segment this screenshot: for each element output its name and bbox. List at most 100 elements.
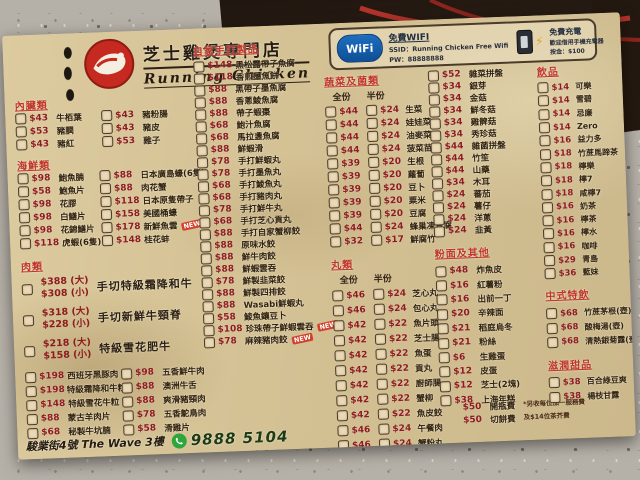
item-checkbox[interactable] [195,120,207,133]
full-portion-checkbox[interactable] [337,425,349,437]
item-checkbox[interactable] [195,108,207,121]
full-portion-checkbox[interactable] [334,350,346,362]
item-checkbox[interactable] [18,199,30,211]
item-checkbox[interactable] [431,165,443,178]
item-checkbox[interactable] [100,195,112,208]
item-checkbox[interactable] [546,322,558,334]
item-checkbox[interactable] [202,312,215,325]
item-checkbox[interactable] [435,265,447,278]
half-portion-checkbox[interactable] [377,408,390,420]
full-portion-checkbox[interactable] [327,158,339,170]
half-portion-checkbox[interactable] [369,195,381,208]
item-checkbox[interactable] [196,144,208,157]
item-checkbox[interactable] [193,60,205,73]
item-checkbox[interactable] [200,252,212,265]
item-checkbox[interactable] [19,225,31,237]
item-checkbox[interactable] [430,129,442,142]
half-portion-checkbox[interactable] [375,363,388,375]
item-checkbox[interactable] [543,254,556,267]
full-portion-checkbox[interactable] [330,236,342,248]
item-checkbox[interactable] [24,371,37,383]
half-portion-checkbox[interactable] [368,156,380,169]
full-portion-checkbox[interactable] [333,320,345,332]
item-checkbox[interactable] [435,280,448,292]
item-checkbox[interactable] [433,213,445,226]
half-portion-checkbox[interactable] [366,104,378,117]
item-checkbox[interactable] [537,82,549,94]
item-checkbox[interactable] [15,113,27,125]
item-checkbox[interactable] [194,84,206,97]
item-checkbox[interactable] [18,212,31,224]
item-checkbox[interactable] [440,395,452,407]
item-checkbox[interactable] [428,93,441,106]
full-portion-checkbox[interactable] [328,184,340,196]
item-checkbox[interactable] [438,337,450,350]
item-checkbox[interactable] [194,96,206,109]
item-checkbox[interactable] [101,122,113,135]
item-checkbox[interactable] [19,238,32,250]
half-portion-checkbox[interactable] [367,130,379,143]
item-checkbox[interactable] [120,367,133,380]
half-portion-checkbox[interactable] [368,169,380,182]
item-checkbox[interactable] [439,366,451,378]
item-checkbox[interactable] [101,109,113,122]
item-checkbox[interactable] [201,264,213,277]
item-checkbox[interactable] [543,241,555,254]
item-checkbox[interactable] [438,352,450,364]
item-checkbox[interactable] [433,225,446,238]
item-checkbox[interactable] [549,391,561,403]
item-checkbox[interactable] [197,168,209,181]
full-portion-checkbox[interactable] [327,171,339,183]
item-checkbox[interactable] [541,188,553,200]
item-checkbox[interactable] [436,294,448,306]
item-checkbox[interactable] [101,221,113,234]
item-checkbox[interactable] [21,283,34,295]
item-checkbox[interactable] [540,175,553,187]
item-checkbox[interactable] [429,105,441,118]
item-checkbox[interactable] [22,314,35,326]
item-checkbox[interactable] [432,201,445,214]
item-checkbox[interactable] [201,288,214,301]
half-portion-checkbox[interactable] [373,303,386,315]
item-checkbox[interactable] [430,141,442,154]
item-checkbox[interactable] [193,72,206,85]
item-checkbox[interactable] [545,308,558,320]
item-checkbox[interactable] [201,276,213,289]
full-portion-checkbox[interactable] [335,380,347,392]
item-checkbox[interactable] [431,177,444,190]
item-checkbox[interactable] [540,161,552,174]
item-checkbox[interactable] [428,81,440,94]
full-portion-checkbox[interactable] [336,410,349,422]
full-portion-checkbox[interactable] [329,223,341,235]
item-checkbox[interactable] [122,395,134,408]
item-checkbox[interactable] [436,308,449,321]
item-checkbox[interactable] [24,345,36,357]
item-checkbox[interactable] [26,413,39,425]
half-portion-checkbox[interactable] [375,348,387,360]
item-checkbox[interactable] [25,385,37,397]
full-portion-checkbox[interactable] [325,119,337,131]
item-checkbox[interactable] [539,148,552,161]
item-checkbox[interactable] [432,189,444,202]
item-checkbox[interactable] [122,409,134,422]
half-portion-checkbox[interactable] [376,378,388,390]
item-checkbox[interactable] [538,122,551,134]
full-portion-checkbox[interactable] [333,335,346,347]
item-checkbox[interactable] [547,336,559,349]
half-portion-checkbox[interactable] [374,333,387,345]
item-checkbox[interactable] [539,135,551,147]
item-checkbox[interactable] [439,380,452,393]
half-portion-checkbox[interactable] [370,208,382,221]
item-checkbox[interactable] [198,204,211,217]
item-checkbox[interactable] [17,186,30,198]
full-portion-checkbox[interactable] [325,106,337,118]
full-portion-checkbox[interactable] [326,145,338,157]
full-portion-checkbox[interactable] [336,395,348,407]
item-checkbox[interactable] [200,240,212,253]
item-checkbox[interactable] [537,95,550,107]
full-portion-checkbox[interactable] [332,305,345,317]
item-checkbox[interactable] [203,336,216,348]
item-checkbox[interactable] [199,228,212,241]
item-checkbox[interactable] [202,300,214,313]
full-portion-checkbox[interactable] [329,210,341,222]
